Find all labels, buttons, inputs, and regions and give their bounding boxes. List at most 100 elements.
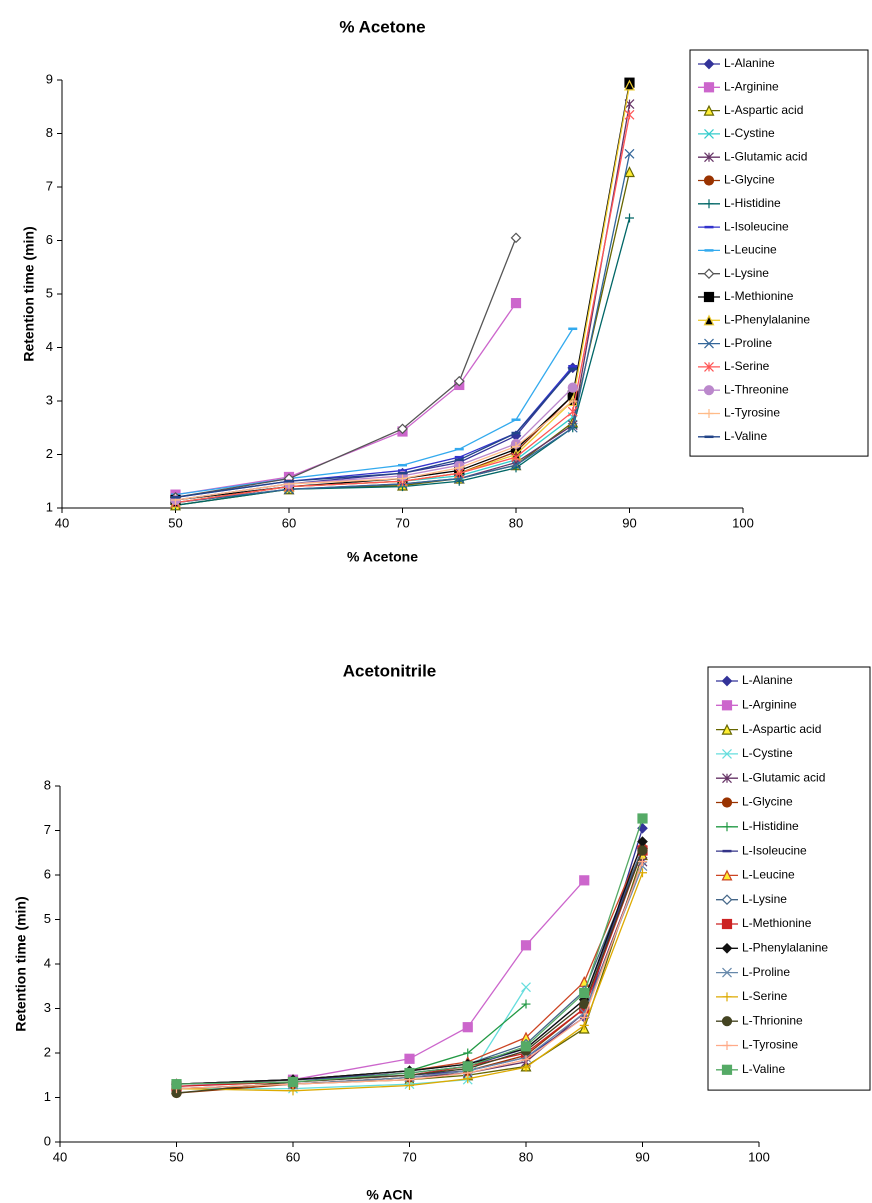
y-tick-label: 4 xyxy=(44,955,51,970)
x-tick-label: 40 xyxy=(55,515,69,530)
point xyxy=(404,1053,415,1064)
legend-marker xyxy=(722,992,732,1002)
series-line xyxy=(176,986,527,1090)
legend-label: L-Isoleucine xyxy=(742,843,807,857)
point xyxy=(567,406,578,417)
legend-marker xyxy=(722,773,732,784)
legend-marker xyxy=(703,268,715,280)
x-tick-label: 70 xyxy=(395,515,409,530)
y-axis-title: Retention time (min) xyxy=(13,896,29,1031)
legend-label: L-Arginine xyxy=(724,79,779,93)
x-tick-label: 60 xyxy=(286,1149,300,1164)
series-line xyxy=(176,850,644,1088)
point xyxy=(453,375,465,387)
x-axis-title: % ACN xyxy=(366,1187,412,1203)
x-tick-label: 40 xyxy=(53,1149,67,1164)
legend-marker xyxy=(721,894,733,906)
point xyxy=(567,382,578,393)
legend-marker xyxy=(721,675,733,687)
legend-label: L-Glycine xyxy=(724,173,775,187)
x-tick-label: 100 xyxy=(748,1149,770,1164)
series-line xyxy=(175,103,631,504)
point xyxy=(638,857,647,867)
point xyxy=(568,396,578,406)
series-line xyxy=(176,841,644,1085)
legend-label: L-Glutamic acid xyxy=(724,149,807,163)
y-tick-label: 2 xyxy=(46,446,53,461)
legend-label: L-Histidine xyxy=(724,196,781,210)
series-line xyxy=(175,114,631,504)
point xyxy=(510,297,522,309)
legend-marker xyxy=(703,175,715,186)
y-tick-label: 8 xyxy=(46,125,53,140)
legend-label: L-Alanine xyxy=(724,56,775,70)
point xyxy=(171,1079,182,1090)
point xyxy=(624,148,635,159)
x-tick-label: 60 xyxy=(282,515,296,530)
legend-marker xyxy=(722,822,732,832)
series-line xyxy=(176,854,644,1090)
point xyxy=(520,940,532,951)
legend-marker xyxy=(704,152,714,163)
x-tick-label: 80 xyxy=(519,1149,533,1164)
legend-label: L-Valine xyxy=(724,429,767,443)
legend-marker xyxy=(703,385,715,396)
point xyxy=(511,452,521,463)
legend-marker xyxy=(703,314,715,326)
series-line xyxy=(176,843,644,1085)
point xyxy=(462,1022,473,1033)
point xyxy=(463,1048,473,1058)
y-tick-label: 5 xyxy=(46,285,53,300)
point xyxy=(579,1012,589,1022)
series-line xyxy=(175,171,631,506)
x-tick-label: 90 xyxy=(622,515,636,530)
legend-marker xyxy=(704,199,714,209)
point xyxy=(579,875,590,886)
point xyxy=(521,1055,531,1065)
point xyxy=(462,1061,473,1072)
legend-label: L-Methionine xyxy=(724,289,794,303)
y-tick-label: 0 xyxy=(44,1133,51,1148)
legend-label: L-Serine xyxy=(742,989,788,1003)
legend-marker xyxy=(721,869,733,881)
y-axis-title: Retention time (min) xyxy=(21,226,37,361)
y-tick-label: 8 xyxy=(44,777,51,792)
y-tick-label: 9 xyxy=(46,71,53,86)
x-tick-label: 50 xyxy=(169,1149,183,1164)
legend-marker xyxy=(721,700,733,711)
legend-label: L-Methionine xyxy=(742,916,812,930)
point xyxy=(625,213,634,223)
point xyxy=(397,423,408,435)
point xyxy=(521,1062,531,1072)
legend-label: L-Lysine xyxy=(742,892,787,906)
legend-label: L-Tyrosine xyxy=(742,1038,798,1052)
point xyxy=(638,868,647,878)
legend-box xyxy=(707,666,871,1091)
legend-marker xyxy=(722,748,732,759)
series-line xyxy=(175,82,631,501)
point xyxy=(511,460,521,471)
series-line xyxy=(175,153,631,504)
point xyxy=(520,1041,532,1052)
point xyxy=(511,441,521,451)
point xyxy=(521,999,531,1009)
series-line xyxy=(176,828,644,1085)
legend-label: L-Aspartic acid xyxy=(742,722,821,736)
legend-label: L-Leucine xyxy=(742,868,795,882)
series-line xyxy=(176,848,644,1085)
series-line xyxy=(175,400,574,501)
legend-marker xyxy=(703,291,715,303)
legend-marker xyxy=(703,82,715,93)
x-tick-label: 80 xyxy=(509,515,523,530)
legend-label: L-Threonine xyxy=(724,382,789,396)
legend-label: L-Thrionine xyxy=(742,1013,803,1027)
legend-marker xyxy=(703,58,715,70)
y-tick-label: 2 xyxy=(44,1044,51,1059)
y-tick-label: 7 xyxy=(44,822,51,837)
point xyxy=(404,1067,415,1079)
point xyxy=(398,474,407,484)
point xyxy=(637,845,648,856)
legend-label: L-Arginine xyxy=(742,697,797,711)
legend-marker xyxy=(721,942,733,954)
